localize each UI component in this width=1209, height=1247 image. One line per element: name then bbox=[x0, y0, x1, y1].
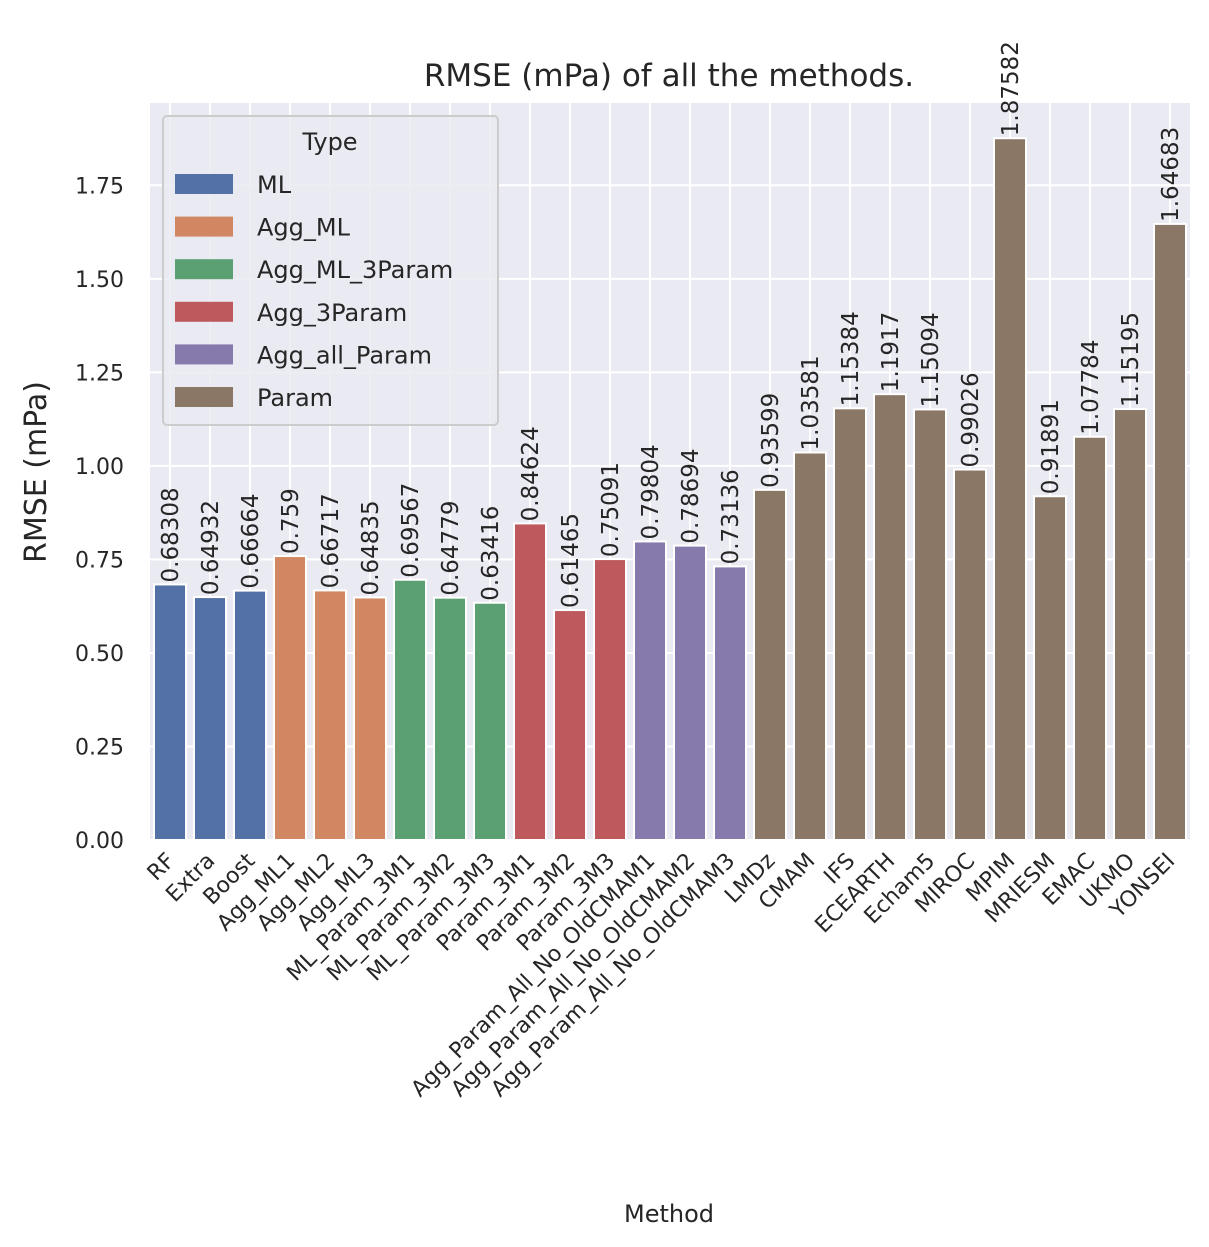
value-label: 1.07784 bbox=[1078, 340, 1104, 435]
bar bbox=[753, 488, 787, 841]
bar bbox=[1033, 495, 1067, 841]
bar bbox=[593, 558, 627, 841]
bar bbox=[233, 589, 267, 841]
value-label: 0.69567 bbox=[398, 483, 424, 578]
legend-swatch bbox=[175, 301, 233, 322]
bar bbox=[713, 565, 747, 842]
legend-entry-label: Agg_3Param bbox=[257, 299, 407, 327]
value-label: 0.64932 bbox=[198, 500, 224, 595]
x-axis-ticks: RFExtraBoostAgg_ML1Agg_ML2Agg_ML3ML_Para… bbox=[143, 848, 1180, 1102]
bar bbox=[393, 578, 427, 842]
legend-swatch bbox=[175, 387, 233, 407]
legend-swatch bbox=[175, 344, 233, 365]
value-label: 0.66717 bbox=[318, 493, 344, 588]
bar bbox=[993, 137, 1027, 842]
y-axis-ticks: 0.00 0.25 0.50 0.75 1.00 1.25 1.50 1.75 bbox=[75, 174, 124, 854]
value-label: 0.64835 bbox=[358, 500, 384, 595]
y-tick-label: 0.50 bbox=[75, 642, 124, 667]
legend: Type ML Agg_ML Agg_ML_3Param Agg_3Param Agg_a… bbox=[162, 115, 499, 426]
value-label: 0.93599 bbox=[758, 393, 784, 488]
value-label: 0.91891 bbox=[1038, 399, 1064, 494]
legend-swatch bbox=[175, 174, 233, 194]
value-label: 1.15094 bbox=[918, 312, 944, 407]
value-label: 0.68308 bbox=[158, 487, 184, 582]
value-label: 0.64779 bbox=[438, 501, 464, 596]
chart-title: RMSE (mPa) of all the methods. bbox=[424, 58, 914, 94]
bar bbox=[793, 451, 827, 841]
value-label: 0.759 bbox=[278, 488, 304, 554]
bar bbox=[913, 408, 947, 841]
value-label: 0.79804 bbox=[638, 444, 664, 539]
y-tick-label: 1.25 bbox=[75, 361, 124, 386]
y-tick-label: 1.75 bbox=[75, 174, 124, 199]
bar bbox=[353, 596, 387, 841]
value-label: 1.15195 bbox=[1118, 312, 1144, 407]
bar bbox=[433, 596, 467, 841]
y-tick-label: 0.00 bbox=[75, 829, 124, 854]
value-label: 0.66664 bbox=[238, 493, 264, 588]
value-label: 1.87582 bbox=[998, 41, 1024, 136]
value-label: 1.64683 bbox=[1158, 127, 1184, 222]
y-axis-label: RMSE (mPa) bbox=[19, 381, 54, 563]
legend-swatch bbox=[175, 216, 233, 237]
bar bbox=[273, 555, 307, 842]
value-labels-group: 0.68308 0.64932 0.66664 0.759 0.66717 0.64835… bbox=[158, 41, 1184, 608]
bar bbox=[833, 407, 867, 841]
bar bbox=[513, 522, 547, 841]
y-tick-label: 1.00 bbox=[75, 455, 124, 480]
value-label: 0.84624 bbox=[518, 426, 544, 521]
value-label: 0.99026 bbox=[958, 372, 984, 467]
bar bbox=[313, 589, 347, 842]
legend-swatch bbox=[175, 259, 233, 280]
value-label: 0.61465 bbox=[558, 513, 584, 608]
value-label: 0.78694 bbox=[678, 448, 704, 543]
y-tick-label: 0.25 bbox=[75, 735, 124, 760]
bars-group bbox=[153, 137, 1187, 842]
bar bbox=[1113, 408, 1147, 841]
legend-entry-label: Agg_ML_3Param bbox=[257, 256, 453, 284]
y-tick-label: 1.50 bbox=[75, 268, 124, 293]
bar bbox=[1153, 222, 1187, 841]
legend-entry-label: Param bbox=[257, 384, 333, 412]
bar bbox=[633, 540, 667, 841]
legend-box bbox=[162, 115, 499, 426]
y-tick-label: 0.75 bbox=[75, 548, 124, 573]
legend-entry-label: Agg_ML bbox=[257, 214, 351, 242]
bar bbox=[953, 468, 987, 841]
bar bbox=[153, 583, 187, 841]
bar bbox=[193, 596, 227, 841]
value-label: 0.63416 bbox=[478, 506, 504, 601]
legend-title: Type bbox=[301, 128, 357, 156]
value-label: 1.03581 bbox=[798, 355, 824, 450]
legend-entry-label: Agg_all_Param bbox=[257, 341, 432, 369]
value-label: 1.15384 bbox=[838, 311, 864, 406]
bar bbox=[473, 601, 507, 842]
bar bbox=[1073, 435, 1107, 841]
bar bbox=[873, 393, 907, 841]
bar bbox=[673, 544, 707, 841]
value-label: 0.73136 bbox=[718, 469, 744, 564]
value-label: 0.75091 bbox=[598, 462, 624, 557]
value-label: 1.1917 bbox=[878, 312, 904, 392]
bar bbox=[553, 609, 587, 841]
legend-entry-label: ML bbox=[257, 171, 292, 199]
x-axis-label: Method bbox=[624, 1200, 714, 1228]
